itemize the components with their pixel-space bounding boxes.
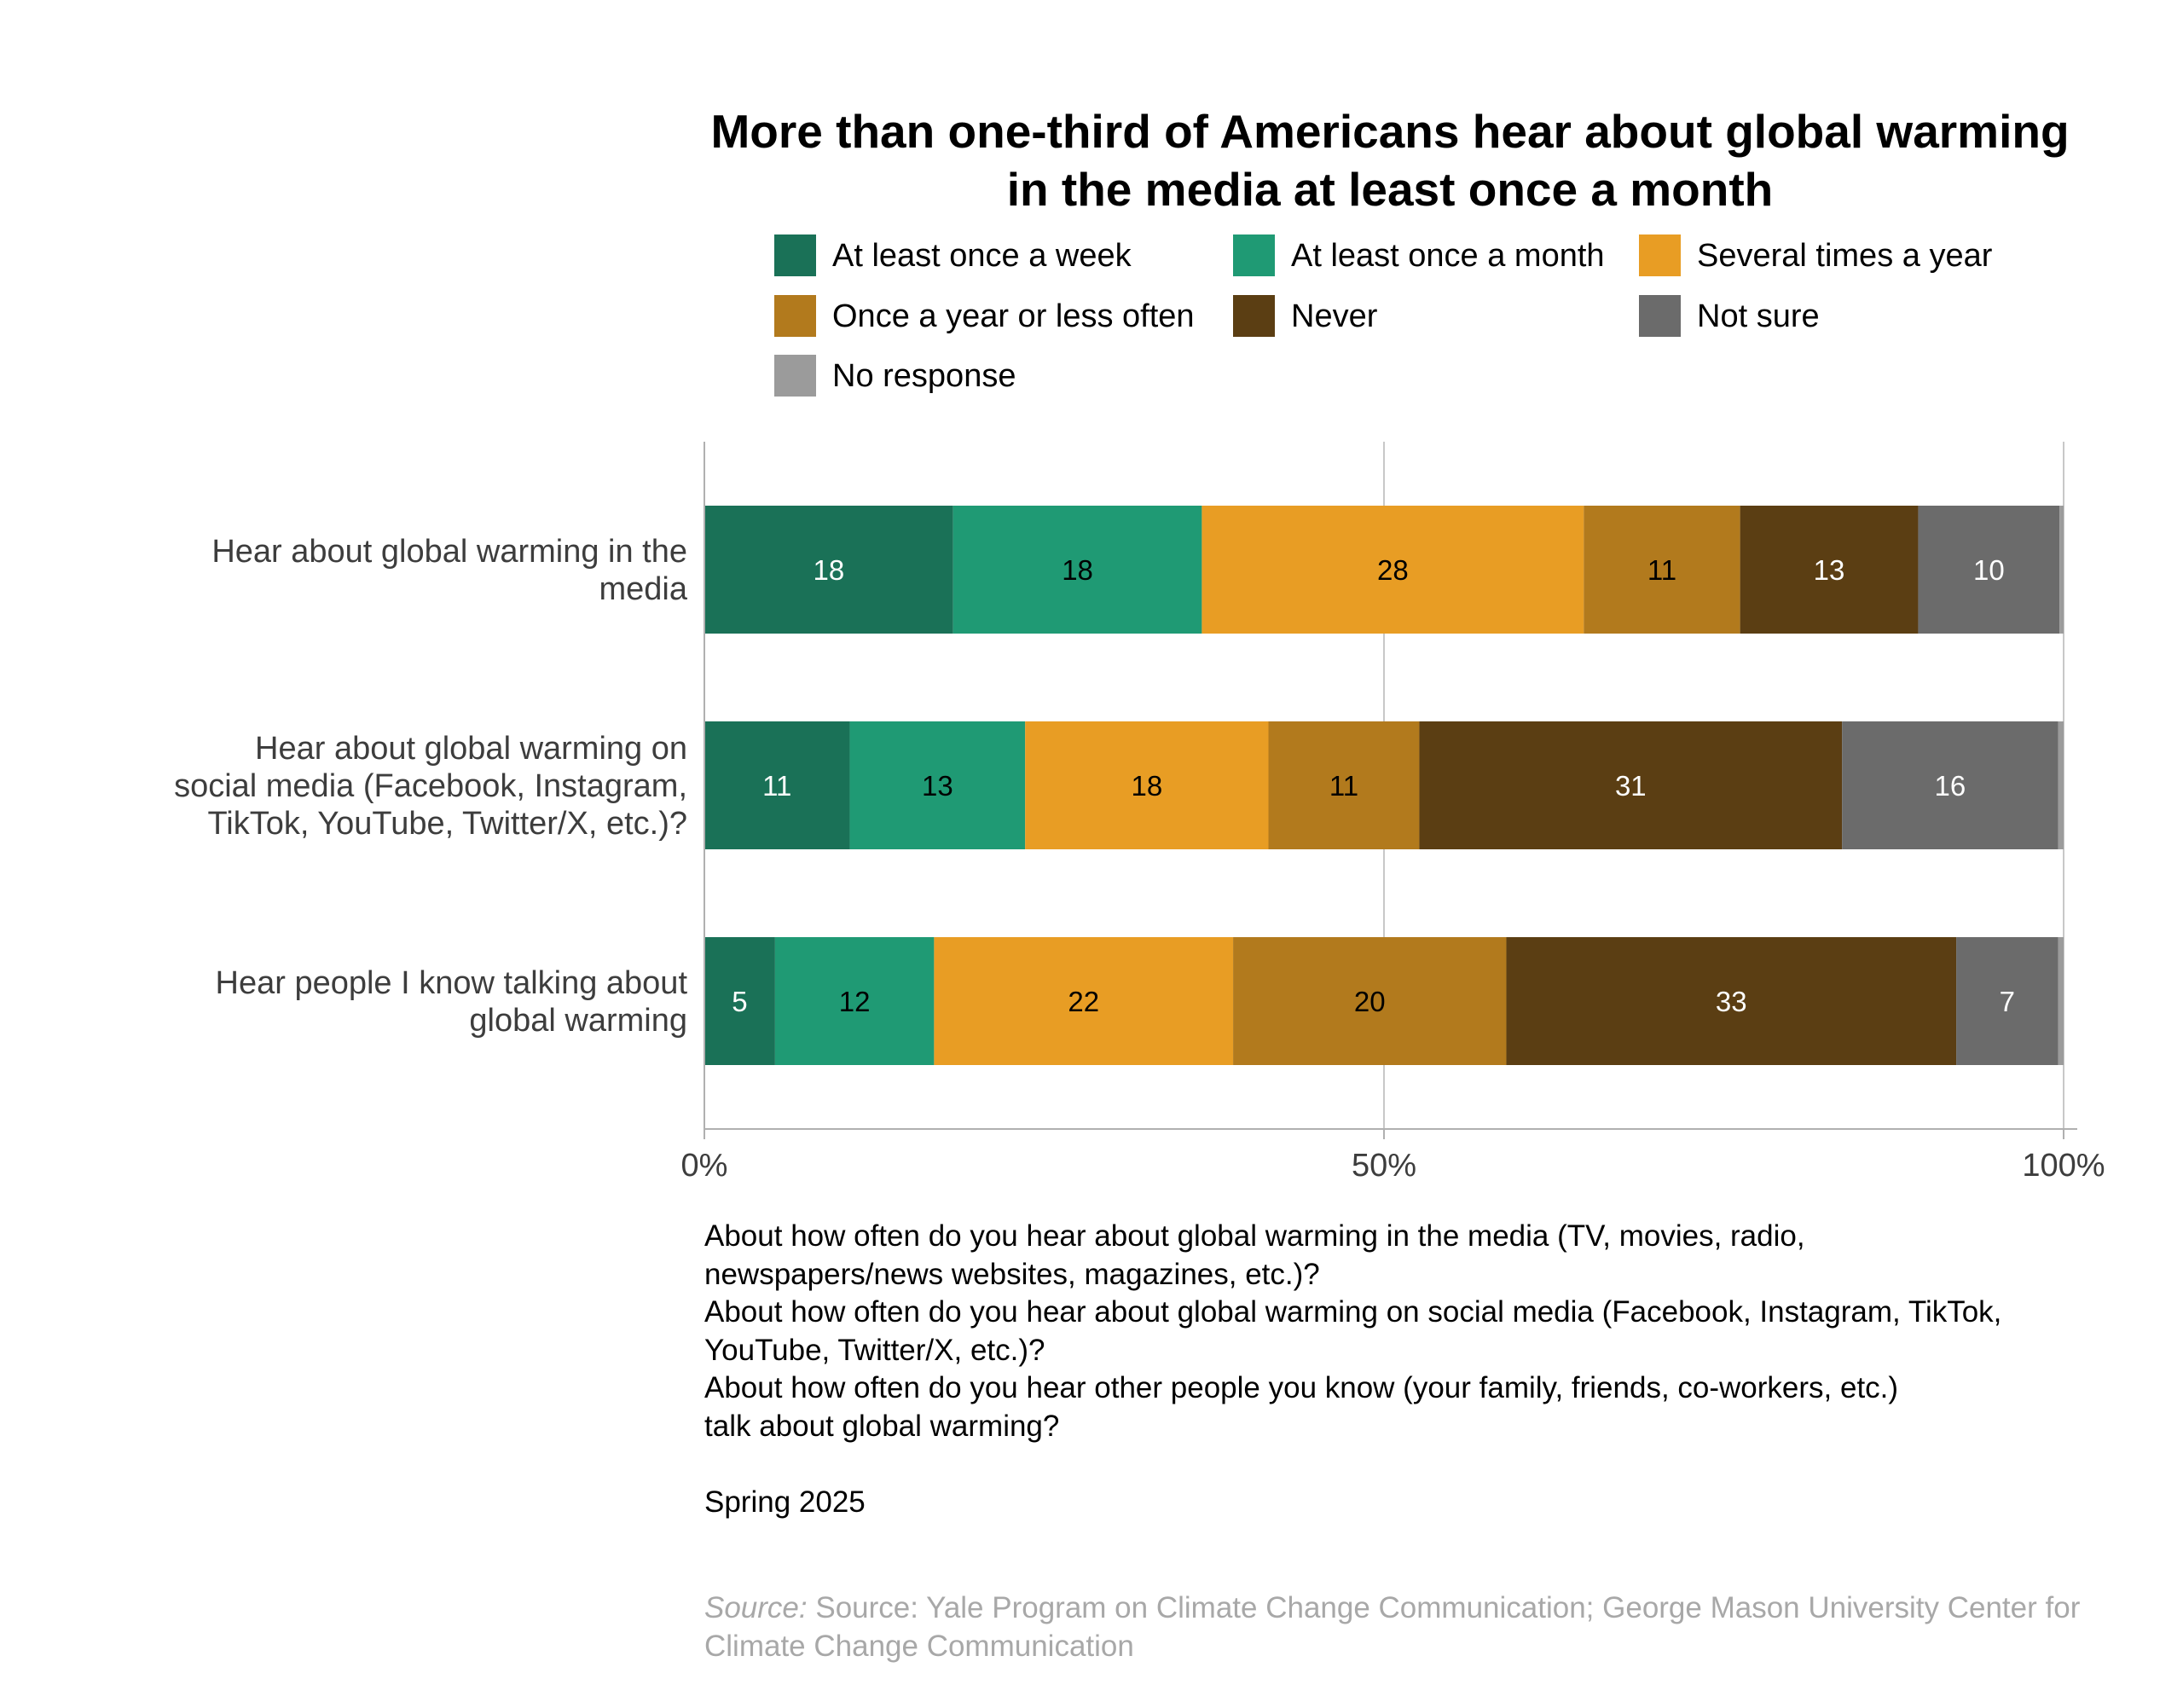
bar-segment [774, 937, 935, 1065]
bar-value-label: 18 [1062, 554, 1093, 586]
bar-segment [1268, 721, 1420, 849]
bar-value-label: 18 [813, 554, 844, 586]
bar-value-label: 22 [1068, 986, 1099, 1017]
bar-value-label: 28 [1377, 554, 1409, 586]
chart-title-line: in the media at least once a month [1006, 163, 1774, 216]
bar-segment [1025, 721, 1269, 849]
legend-swatch [1233, 234, 1275, 276]
bar-segment [704, 506, 953, 634]
bar-segment [934, 937, 1234, 1065]
y-category-label: global warming [469, 1003, 687, 1039]
bar-segment [2058, 721, 2064, 849]
legend-swatch [1639, 295, 1681, 337]
bar-segment [704, 721, 850, 849]
bar-segment [704, 937, 775, 1065]
legend-label: Once a year or less often [832, 298, 1195, 334]
legend-label: Several times a year [1697, 238, 1993, 274]
chart-title-line: More than one-third of Americans hear ab… [710, 105, 2070, 158]
source-prefix: Source: [704, 1591, 808, 1624]
y-category-label: social media (Facebook, Instagram, [174, 768, 687, 804]
source-text: Source: Yale Program on Climate Change C… [704, 1591, 2081, 1663]
legend-swatch [774, 234, 816, 276]
question-text: About how often do you hear about global… [704, 1219, 1805, 1291]
bar-segment [1419, 721, 1843, 849]
bar-segment [1233, 937, 1507, 1065]
bar-value-label: 20 [1354, 986, 1386, 1017]
question-notes: About how often do you hear about global… [704, 1218, 2154, 1521]
bar-value-label: 7 [2000, 986, 2015, 1017]
bar-value-label: 13 [1814, 554, 1845, 586]
legend-label: At least once a month [1291, 238, 1605, 274]
question-text: About how often do you hear about global… [704, 1295, 2002, 1367]
y-category-label: media [599, 571, 688, 607]
bar-segment [1202, 506, 1584, 634]
chart-title: More than one-third of Americans hear ab… [546, 102, 2183, 218]
survey-season: Spring 2025 [704, 1485, 866, 1519]
legend-swatch [774, 355, 816, 397]
y-category-label: Hear people I know talking about [216, 965, 688, 1001]
bar-segment [1584, 506, 1740, 634]
y-category-label: Hear about global warming in the [211, 534, 687, 570]
x-axis: 0% 50% 100% [681, 442, 2105, 1184]
y-category-label: TikTok, YouTube, Twitter/X, etc.)? [207, 806, 687, 842]
bar-segment [1740, 506, 1919, 634]
bar-value-label: 11 [1647, 554, 1676, 586]
bar-value-label: 13 [922, 770, 953, 802]
bar-value-label: 11 [762, 770, 791, 802]
legend-label: At least once a week [832, 238, 1132, 274]
bar-value-label: 10 [1973, 554, 2005, 586]
bar-value-label: 33 [1716, 986, 1747, 1017]
legend-label: Not sure [1697, 298, 1820, 334]
question-text: About how often do you hear other people… [704, 1371, 1899, 1443]
bar-value-label: 16 [1935, 770, 1966, 802]
bar-segment [2059, 506, 2064, 634]
chart-bars: 18 18 28 11 13 10 11 13 18 11 31 16 5 12 22 20 33 7 [704, 506, 2064, 1065]
x-tick-label: 0% [681, 1148, 728, 1184]
bar-value-label: 11 [1329, 770, 1358, 802]
bar-value-label: 12 [839, 986, 871, 1017]
bar-segment [1956, 937, 2059, 1065]
source-note: Source: Source: Yale Program on Climate … [704, 1589, 2171, 1665]
bar-segment [849, 721, 1026, 849]
legend-swatch [774, 295, 816, 337]
bar-segment [1918, 506, 2060, 634]
legend-swatch [1639, 234, 1681, 276]
bar-segment [1842, 721, 2059, 849]
legend-swatch [1233, 295, 1275, 337]
bar-value-label: 5 [732, 986, 747, 1017]
legend-label: No response [832, 358, 1016, 394]
x-tick-label: 100% [2022, 1148, 2105, 1184]
bar-segment [2058, 937, 2064, 1065]
x-tick-label: 50% [1352, 1148, 1416, 1184]
chart-legend: At least once a week At least once a mont… [774, 234, 1993, 397]
bar-value-label: 18 [1131, 770, 1162, 802]
bar-segment [953, 506, 1202, 634]
y-category-label: Hear about global warming on [255, 731, 687, 767]
bar-value-label: 31 [1615, 770, 1647, 802]
bar-segment [1506, 937, 1957, 1065]
legend-label: Never [1291, 298, 1378, 334]
